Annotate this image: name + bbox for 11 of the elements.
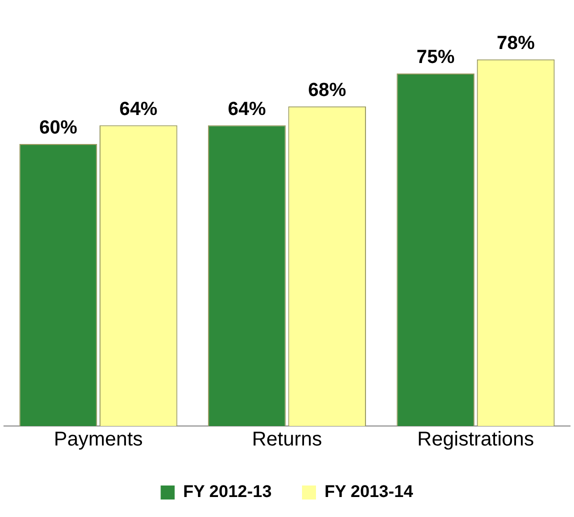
legend-label: FY 2012-13 [183,482,272,502]
data-label: 64% [228,98,266,120]
data-label: 60% [39,118,78,139]
data-label: 78% [496,33,535,54]
data-label: 75% [416,47,455,68]
x-tick-label: Registrations [417,428,534,451]
data-label: 64% [119,98,158,120]
legend-label: FY 2013-14 [324,482,414,502]
x-tick-label: Returns [252,428,322,451]
data-label: 68% [308,80,346,102]
x-tick-label: Payments [54,428,143,451]
